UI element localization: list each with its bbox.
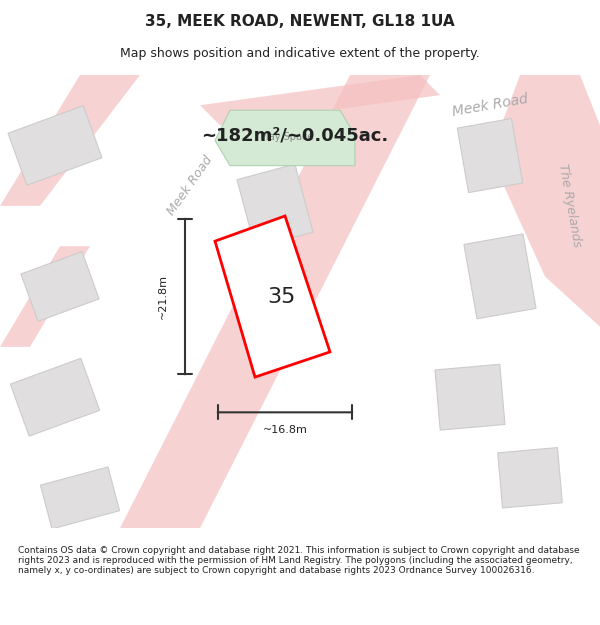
Text: ~16.8m: ~16.8m [263, 426, 307, 436]
Text: ~21.8m: ~21.8m [158, 274, 168, 319]
Polygon shape [237, 164, 313, 248]
Text: Map shows position and indicative extent of the property.: Map shows position and indicative extent… [120, 48, 480, 61]
Text: The Ryelands: The Ryelands [556, 163, 584, 249]
Polygon shape [435, 364, 505, 430]
Polygon shape [0, 246, 90, 347]
Polygon shape [10, 358, 100, 436]
Polygon shape [464, 234, 536, 319]
Polygon shape [215, 216, 330, 377]
Polygon shape [120, 75, 430, 528]
Text: ~182m²/~0.045ac.: ~182m²/~0.045ac. [202, 126, 389, 144]
Polygon shape [490, 75, 600, 327]
Text: 35: 35 [267, 286, 295, 306]
Text: Meek Road: Meek Road [451, 92, 529, 119]
Text: Play Space: Play Space [260, 132, 314, 142]
Polygon shape [200, 75, 440, 126]
Text: 35, MEEK ROAD, NEWENT, GL18 1UA: 35, MEEK ROAD, NEWENT, GL18 1UA [145, 14, 455, 29]
Polygon shape [8, 106, 102, 185]
Polygon shape [215, 110, 355, 166]
Text: Contains OS data © Crown copyright and database right 2021. This information is : Contains OS data © Crown copyright and d… [18, 546, 580, 576]
Polygon shape [0, 75, 140, 206]
Text: Meek Road: Meek Road [165, 154, 215, 218]
Polygon shape [498, 448, 562, 508]
Polygon shape [21, 252, 99, 321]
Polygon shape [40, 467, 119, 529]
Polygon shape [457, 119, 523, 192]
